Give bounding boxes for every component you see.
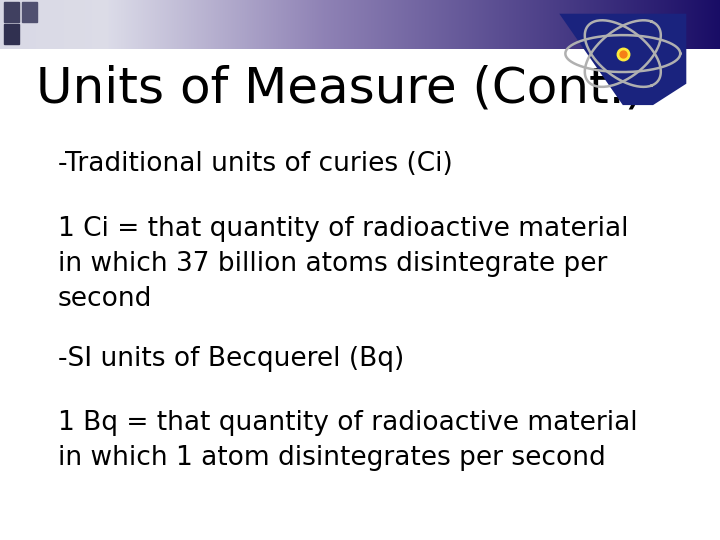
Bar (4, 3, 19, 22)
Polygon shape (559, 14, 686, 105)
Text: 1 Ci = that quantity of radioactive material
in which 37 billion atoms disintegr: 1 Ci = that quantity of radioactive mate… (58, 216, 628, 312)
Text: Units of Measure (Cont.): Units of Measure (Cont.) (36, 65, 644, 113)
Bar (4, 24, 19, 44)
Text: 1 Bq = that quantity of radioactive material
in which 1 atom disintegrates per s: 1 Bq = that quantity of radioactive mate… (58, 410, 637, 471)
Text: -Traditional units of curies (Ci): -Traditional units of curies (Ci) (58, 151, 452, 177)
Bar (22, 3, 37, 22)
Text: -SI units of Becquerel (Bq): -SI units of Becquerel (Bq) (58, 346, 404, 372)
